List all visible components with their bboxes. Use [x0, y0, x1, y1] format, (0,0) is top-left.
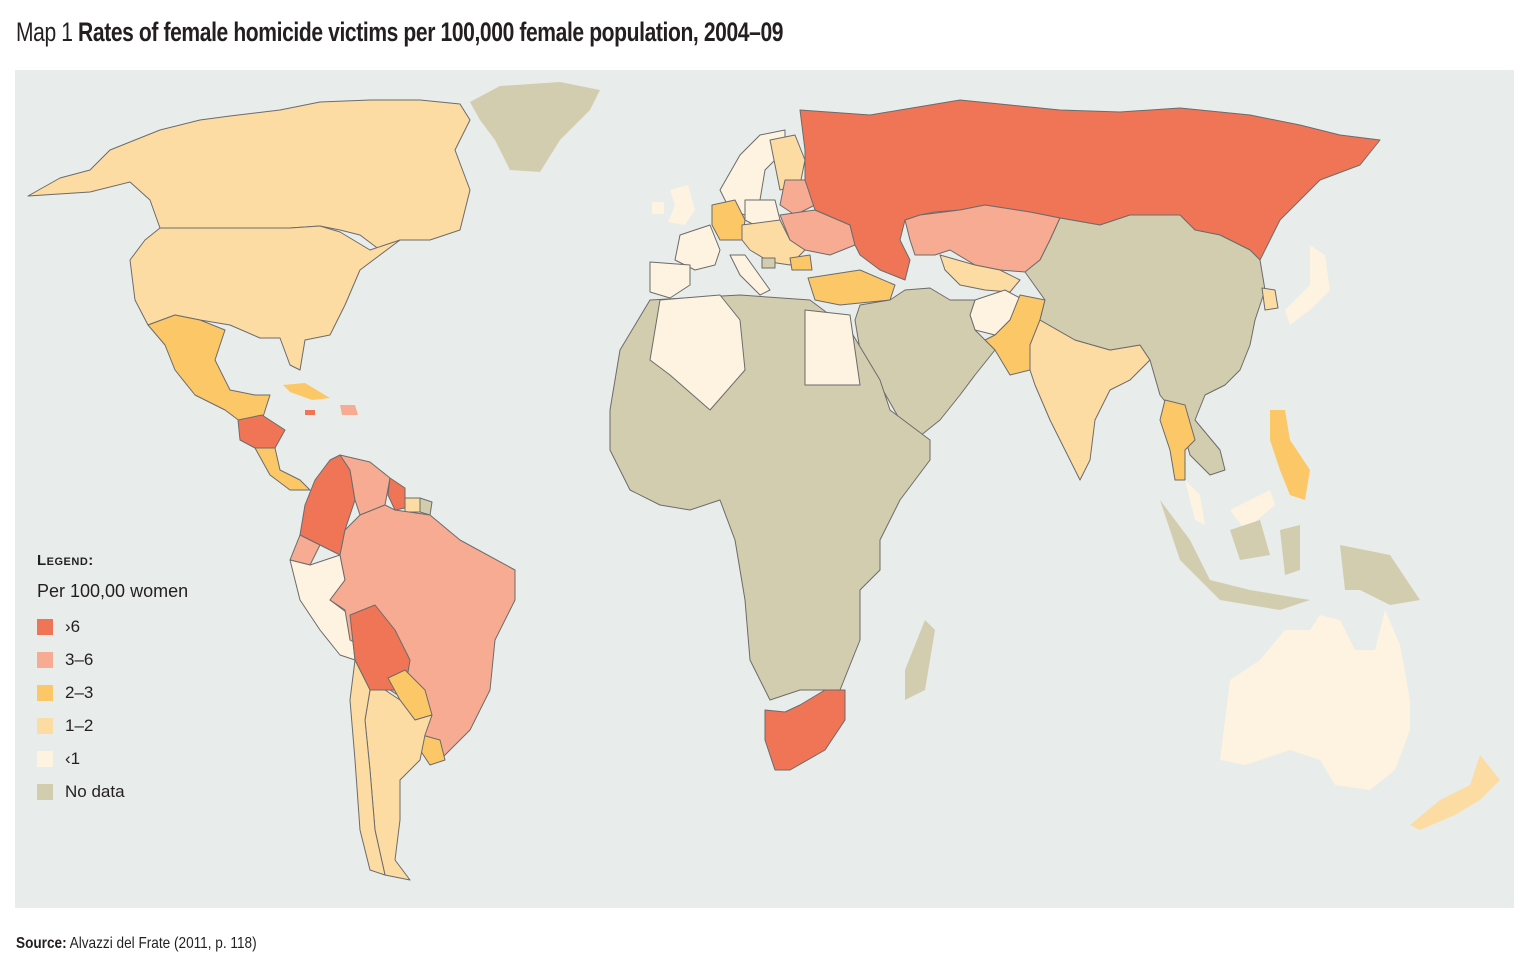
map-shapes: [27, 82, 1500, 881]
map-title: Map 1 Rates of female homicide victims p…: [16, 14, 783, 50]
region-baltics-belarus: [779, 179, 816, 216]
source-note: Source: Alvazzi del Frate (2011, p. 118): [16, 935, 257, 953]
legend-label: ›6: [65, 616, 81, 636]
region-greenland: [470, 82, 600, 172]
region-cuba: [283, 383, 330, 400]
legend-label: No data: [65, 781, 125, 801]
region-central-europe: [741, 219, 806, 266]
region-new-zealand: [1410, 755, 1500, 830]
legend-item-3-6: 3–6: [37, 643, 257, 676]
map-legend: Legend: Per 100,00 women ›6 3–6 2–3 1–2 …: [37, 552, 257, 808]
legend-subtitle: Per 100,00 women: [37, 581, 189, 601]
legend-label: 1–2: [65, 715, 94, 735]
world-map: [15, 70, 1514, 908]
region-china-mongolia: [1024, 214, 1266, 476]
region-ireland: [652, 202, 664, 214]
region-dominican: [340, 405, 358, 415]
region-philippines: [1270, 410, 1310, 500]
region-usa: [129, 225, 401, 371]
region-japan: [1285, 245, 1330, 325]
legend-label: ‹1: [65, 748, 81, 768]
region-bosnia: [761, 257, 776, 269]
swatch-3-6: [37, 651, 53, 668]
region-italy: [729, 254, 771, 296]
source-text: Alvazzi del Frate (2011, p. 118): [69, 935, 257, 952]
swatch-lt1: [37, 750, 53, 767]
swatch-no-data: [37, 783, 53, 800]
region-uk: [668, 185, 695, 225]
region-guatemala-honduras-elsalvador: [237, 414, 286, 449]
swatch-2-3: [37, 684, 53, 701]
region-south-africa: [764, 689, 846, 771]
region-turkey: [807, 269, 896, 306]
legend-label: 3–6: [65, 649, 94, 669]
region-madagascar: [905, 620, 935, 700]
region-algeria: [649, 294, 746, 411]
map-number: Map 1: [16, 17, 73, 47]
region-malaysia: [1185, 480, 1275, 530]
legend-item-lt1: ‹1: [37, 742, 257, 775]
region-uzbekistan-turkmenistan: [939, 254, 1021, 293]
region-spain-portugal: [649, 261, 691, 299]
region-australia: [1220, 610, 1410, 790]
region-mexico: [147, 314, 271, 426]
region-guyana: [387, 477, 406, 511]
region-france: [674, 224, 721, 271]
legend-item-gt6: ›6: [37, 610, 257, 643]
region-nicaragua-costarica-panama: [254, 447, 311, 491]
region-south-korea: [1261, 287, 1279, 311]
legend-label: 2–3: [65, 682, 94, 702]
region-chile: [349, 659, 386, 876]
region-egypt: [804, 309, 861, 386]
region-french-guiana: [419, 497, 433, 516]
legend-item-2-3: 2–3: [37, 676, 257, 709]
legend-item-no-data: No data: [37, 775, 257, 808]
region-jamaica: [305, 410, 315, 415]
map-title-text: Rates of female homicide victims per 100…: [78, 17, 784, 47]
region-indonesia-png: [1160, 500, 1420, 610]
legend-item-1-2: 1–2: [37, 709, 257, 742]
region-kazakhstan: [904, 204, 1061, 273]
region-suriname: [404, 497, 421, 513]
swatch-gt6: [37, 618, 53, 635]
source-label: Source:: [16, 935, 67, 952]
legend-heading: Legend:: [37, 552, 94, 569]
swatch-1-2: [37, 717, 53, 734]
region-bulgaria: [789, 254, 813, 271]
